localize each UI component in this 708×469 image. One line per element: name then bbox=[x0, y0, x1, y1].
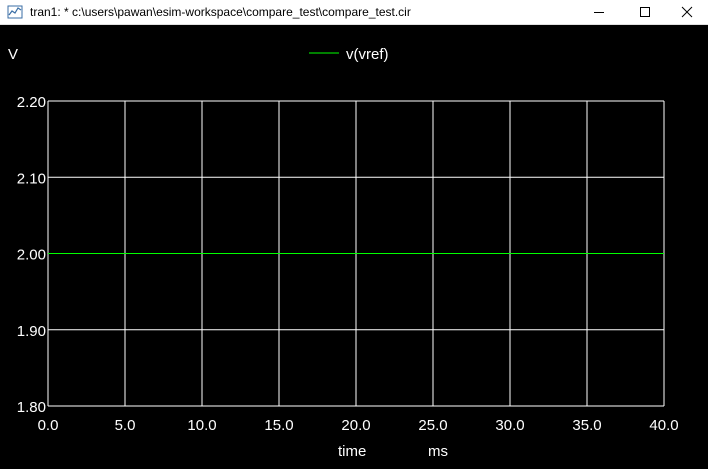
x-tick-label: 35.0 bbox=[572, 417, 601, 434]
x-axis-unit: ms bbox=[428, 443, 448, 460]
y-tick-label: 1.90 bbox=[17, 323, 46, 340]
plot-area[interactable]: 0.0 5.0 10.0 15.0 20.0 25.0 30.0 35.0 40.0 2.20 2.… bbox=[0, 25, 708, 469]
window-title: tran1: * c:\users\pawan\esim-workspace\c… bbox=[30, 5, 411, 19]
x-tick-label: 30.0 bbox=[495, 417, 524, 434]
app-icon bbox=[7, 5, 23, 19]
close-icon bbox=[681, 6, 693, 18]
close-button[interactable] bbox=[664, 0, 708, 24]
x-tick-label: 15.0 bbox=[264, 417, 293, 434]
y-tick-label: 2.00 bbox=[17, 247, 46, 264]
x-tick-label: 20.0 bbox=[341, 417, 370, 434]
x-tick-label: 40.0 bbox=[649, 417, 678, 434]
y-tick-label: 1.80 bbox=[17, 399, 46, 416]
waveform-chart[interactable]: 0.0 5.0 10.0 15.0 20.0 25.0 30.0 35.0 40.0 2.20 2.… bbox=[0, 25, 708, 469]
x-axis-label: time bbox=[338, 443, 366, 460]
x-tick-label: 25.0 bbox=[418, 417, 447, 434]
x-tick-label: 10.0 bbox=[187, 417, 216, 434]
minimize-icon bbox=[594, 12, 604, 13]
minimize-button[interactable] bbox=[576, 0, 622, 24]
title-bar[interactable]: tran1: * c:\users\pawan\esim-workspace\c… bbox=[0, 0, 708, 25]
x-tick-label: 0.0 bbox=[38, 417, 59, 434]
maximize-button[interactable] bbox=[622, 0, 668, 24]
x-tick-label: 5.0 bbox=[115, 417, 136, 434]
maximize-icon bbox=[640, 7, 650, 17]
y-axis-label: V bbox=[8, 46, 18, 63]
y-tick-label: 2.20 bbox=[17, 94, 46, 111]
y-tick-label: 2.10 bbox=[17, 170, 46, 187]
legend-label: v(vref) bbox=[346, 46, 389, 63]
